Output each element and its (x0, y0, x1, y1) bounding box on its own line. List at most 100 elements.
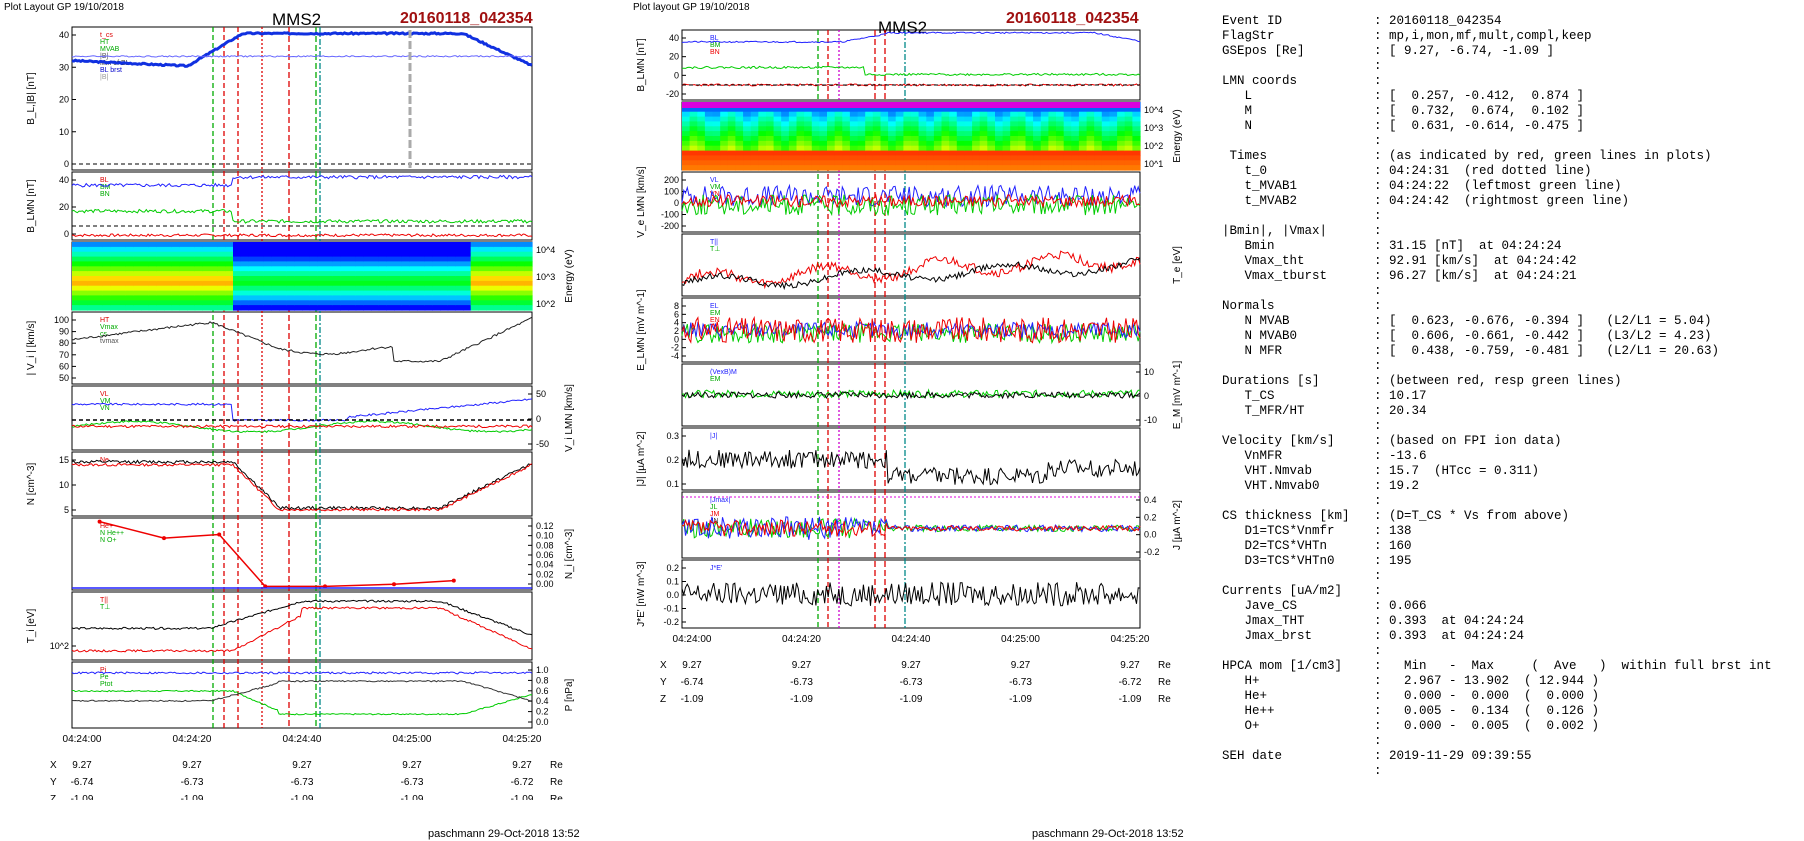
summary-row: VHT.Nmvab0: 19.2 (1222, 479, 1772, 494)
spectrogram-cell (417, 271, 426, 277)
spectrogram-cell (432, 256, 441, 263)
left-panel-tick-label: 10^3 (536, 272, 555, 282)
spectrogram-cell (750, 165, 759, 171)
summary-value: : 0.393 at 04:24:24 (1374, 629, 1525, 643)
spectrogram-cell (194, 305, 203, 311)
summary-row: D3=TCS*VHTn0: 195 (1222, 554, 1772, 569)
spectrogram-cell (766, 136, 775, 142)
spectrogram-cell (87, 266, 96, 272)
spectrogram-cell (964, 140, 973, 147)
spectrogram-cell (478, 280, 487, 287)
spectrogram-cell (1101, 116, 1110, 123)
spectrogram-cell (849, 106, 859, 113)
spectrogram-cell (263, 285, 272, 292)
spectrogram-cell (911, 160, 920, 166)
spectrogram-cell (933, 150, 943, 157)
spectrogram-cell (1078, 131, 1088, 137)
spectrogram-cell (1101, 140, 1110, 147)
spectrogram-cell (156, 266, 165, 272)
spectrogram-cell (248, 266, 257, 272)
spectrogram-cell (1078, 126, 1088, 132)
spectrogram-cell (256, 305, 265, 311)
spectrogram-cell (1071, 150, 1080, 157)
spectrogram-cell (727, 160, 736, 166)
spectrogram-cell (926, 140, 935, 147)
spectrogram-cell (1040, 106, 1049, 113)
spectrogram-cell (440, 251, 449, 258)
spectrogram-cell (697, 145, 706, 152)
spectrogram-cell (317, 261, 326, 267)
spectrogram-cell (918, 150, 927, 157)
spectrogram-cell (1086, 126, 1095, 132)
spectrogram-cell (156, 246, 165, 253)
spectrogram-cell (704, 140, 714, 147)
spectrogram-cell (263, 271, 272, 277)
spectrogram-cell (332, 290, 341, 297)
middle-coord-value: 9.27 (901, 660, 921, 671)
spectrogram-cell (682, 140, 691, 147)
spectrogram-cell (378, 242, 387, 248)
spectrogram-cell (857, 131, 866, 137)
spectrogram-cell (225, 271, 234, 277)
spectrogram-cell (735, 150, 744, 157)
spectrogram-cell (743, 106, 752, 113)
spectrogram-cell (509, 256, 518, 263)
spectrogram-cell (1078, 160, 1088, 166)
spectrogram-cell (309, 271, 318, 277)
left-tperp-line (71, 599, 533, 636)
middle-coord-value: -6.73 (790, 677, 813, 688)
spectrogram-cell (1010, 155, 1019, 161)
middle-legend-entry: JL (710, 504, 718, 511)
spectrogram-cell (386, 280, 395, 287)
spectrogram-cell (766, 165, 775, 171)
spectrogram-cell (682, 136, 691, 142)
spectrogram-cell (949, 160, 958, 166)
spectrogram-cell (371, 285, 380, 292)
spectrogram-cell (689, 111, 698, 118)
spectrogram-cell (1025, 136, 1034, 142)
spectrogram-cell (834, 136, 843, 142)
spectrogram-cell (766, 155, 775, 161)
spectrogram-cell (332, 276, 341, 282)
spectrogram-cell (248, 285, 257, 292)
middle-coord-value: -1.09 (900, 694, 923, 705)
spectrogram-cell (194, 256, 203, 263)
spectrogram-cell (918, 131, 927, 137)
spectrogram-cell (995, 131, 1004, 137)
spectrogram-cell (95, 246, 104, 253)
middle-legend-entry: |Jmax| (710, 497, 731, 504)
spectrogram-cell (363, 285, 372, 292)
spectrogram-cell (1025, 121, 1034, 127)
spectrogram-cell (788, 160, 798, 166)
summary-value: : 15.7 (HTcc = 0.311) (1374, 464, 1540, 478)
spectrogram-cell (972, 150, 981, 157)
spectrogram-cell (704, 131, 714, 137)
spectrogram-cell (478, 256, 487, 263)
spectrogram-cell (972, 160, 981, 166)
spectrogram-cell (141, 285, 150, 292)
summary-value: : (1374, 644, 1382, 658)
spectrogram-cell (704, 165, 714, 171)
spectrogram-cell (463, 276, 472, 282)
spectrogram-cell (210, 276, 219, 282)
summary-row: He++: 0.005 - 0.134 ( 0.126 ) (1222, 704, 1772, 719)
left-panel-tick-label: 80 (59, 338, 69, 348)
spectrogram-cell (363, 246, 372, 253)
left-panel-tick-label: 50 (59, 373, 69, 383)
spectrogram-cell (766, 106, 775, 113)
spectrogram-cell (271, 300, 280, 306)
spectrogram-cell (240, 256, 249, 263)
middle-panel-tick-label: -2 (671, 343, 679, 353)
spectrogram-cell (194, 285, 203, 292)
summary-value: : 160 (1374, 539, 1412, 553)
spectrogram-cell (865, 140, 874, 147)
spectrogram-cell (133, 300, 142, 306)
spectrogram-cell (118, 261, 127, 267)
spectrogram-cell (486, 256, 495, 263)
middle-jn-line (681, 518, 1141, 538)
summary-value: : 0.005 - 0.134 ( 0.126 ) (1374, 704, 1600, 718)
spectrogram-cell (933, 126, 943, 132)
spectrogram-cell (903, 150, 912, 157)
spectrogram-cell (979, 106, 988, 113)
left-legend-entry: Pi (100, 667, 107, 674)
